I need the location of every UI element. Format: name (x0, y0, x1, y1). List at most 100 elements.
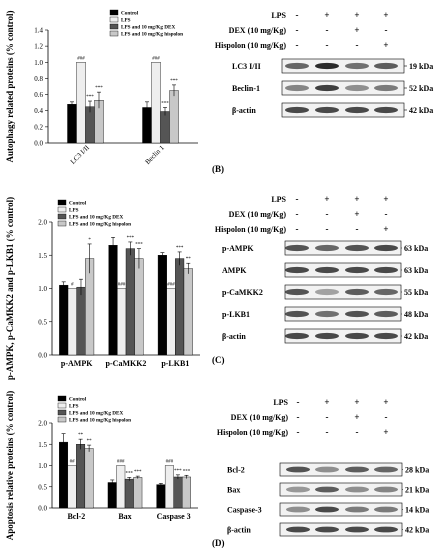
condition-mark: - (297, 397, 300, 407)
legend-swatch (109, 23, 119, 30)
condition-label: LPS (271, 195, 286, 204)
condition-mark: + (354, 194, 359, 204)
y-tick-label: 0.0 (38, 352, 47, 360)
blot-band (285, 288, 309, 296)
bar (173, 476, 183, 509)
significance-marker: ### (117, 460, 125, 465)
bar (157, 255, 167, 356)
blot-band (285, 310, 309, 318)
legend-swatch (57, 213, 67, 220)
significance-marker: ### (166, 460, 174, 465)
protein-label: LC3 I/II (232, 62, 261, 71)
condition-mark: - (297, 412, 300, 422)
kda-label: 55 kDa (404, 288, 428, 297)
legend-label: LPS and 10 mg/Kg hispolon (69, 418, 131, 424)
protein-label: Caspase-3 (227, 506, 262, 515)
panel-label-d: (D) (212, 538, 225, 548)
condition-mark: - (385, 412, 388, 422)
condition-mark: + (383, 40, 388, 50)
y-tick-label: 1.4 (34, 27, 43, 35)
bar (169, 90, 179, 144)
legend-label: LPS (69, 208, 79, 214)
bar-chart-ampk: 0.0 0.5 1.0 1.5 2.0 p-AMPK, p-CaMKK2 and p-LK… (5, 197, 200, 380)
protein-label: p-CaMKK2 (222, 288, 263, 297)
condition-mark: - (296, 224, 299, 234)
bar (107, 482, 117, 509)
significance-marker: ## (70, 460, 76, 465)
condition-mark: + (383, 194, 388, 204)
condition-mark: + (354, 25, 359, 35)
blot-band (374, 62, 398, 70)
condition-mark: - (296, 25, 299, 35)
significance-marker: * (88, 238, 91, 243)
significance-marker: ** (87, 439, 93, 444)
blot-band (315, 288, 339, 296)
y-axis-label: p-AMPK, p-CaMKK2 and p-LKB1 (% control) (5, 197, 15, 380)
legend-label: LPS and 10 mg/Kg DEX (121, 25, 175, 31)
protein-label: β-actin (222, 332, 246, 341)
y-tick-label: 0.0 (38, 505, 47, 513)
condition-mark: - (326, 25, 329, 35)
blot-band (345, 506, 369, 513)
significance-marker: # (71, 283, 74, 288)
significance-marker: *** (126, 471, 134, 476)
blot-band (315, 466, 339, 473)
condition-mark: - (356, 40, 359, 50)
blot-band (315, 106, 339, 114)
condition-mark: + (354, 397, 359, 407)
blot-band (315, 244, 339, 252)
bar (151, 62, 161, 144)
legend-label: LPS and 10 mg/Kg DEX (69, 411, 123, 417)
blot-band (374, 244, 398, 252)
bar (117, 288, 127, 356)
condition-mark: + (383, 397, 388, 407)
y-tick-label: 1.0 (34, 59, 43, 67)
condition-mark: - (385, 25, 388, 35)
blot-band (285, 244, 309, 252)
x-tick-label: p-AMPK (61, 359, 93, 368)
legend-label: LPS (121, 18, 131, 24)
blot-band (315, 332, 339, 340)
condition-label: DEX (10 mg/Kg) (229, 26, 287, 35)
blot-band (285, 84, 309, 92)
blot-band (285, 332, 309, 340)
significance-marker: *** (134, 470, 142, 475)
blot-band (285, 266, 309, 274)
western-blot-apoptosis: LPS - + + +DEX (10 mg/Kg) - - + -Hispolon (10 mg… (217, 397, 429, 537)
condition-mark: + (324, 10, 329, 20)
blot-band (345, 106, 369, 114)
blot-band (374, 106, 398, 114)
condition-mark: - (296, 209, 299, 219)
condition-mark: - (326, 427, 329, 437)
bar (156, 484, 166, 509)
y-tick-label: 2.0 (38, 420, 47, 428)
y-axis-label: Autophagy related proteins (% control) (5, 10, 15, 162)
blot-band (286, 466, 310, 473)
bar (160, 111, 170, 144)
bar (84, 448, 94, 509)
condition-mark: + (354, 412, 359, 422)
legend-swatch (109, 30, 119, 37)
legend-swatch (57, 416, 67, 423)
condition-mark: - (297, 427, 300, 437)
x-tick-label: p-LKB1 (161, 359, 189, 368)
blot-band (286, 486, 310, 493)
legend-swatch (57, 402, 67, 409)
bar (175, 258, 185, 356)
bar (134, 258, 144, 356)
bar (59, 441, 69, 509)
bar (67, 288, 77, 356)
legend-swatch (57, 220, 67, 227)
condition-label: Hispolon (10 mg/Kg) (215, 225, 286, 234)
blot-band (345, 62, 369, 70)
panel-label-c: (C) (212, 355, 225, 365)
significance-marker: ### (167, 283, 175, 288)
y-tick-label: 1.5 (38, 441, 47, 449)
x-tick-label: Beclin 1 (144, 143, 167, 166)
bar (59, 284, 69, 356)
significance-marker: *** (95, 86, 103, 91)
y-tick-label: 0.4 (34, 107, 43, 115)
legend-label: Control (69, 397, 87, 403)
kda-label: 63 kDa (404, 266, 428, 275)
